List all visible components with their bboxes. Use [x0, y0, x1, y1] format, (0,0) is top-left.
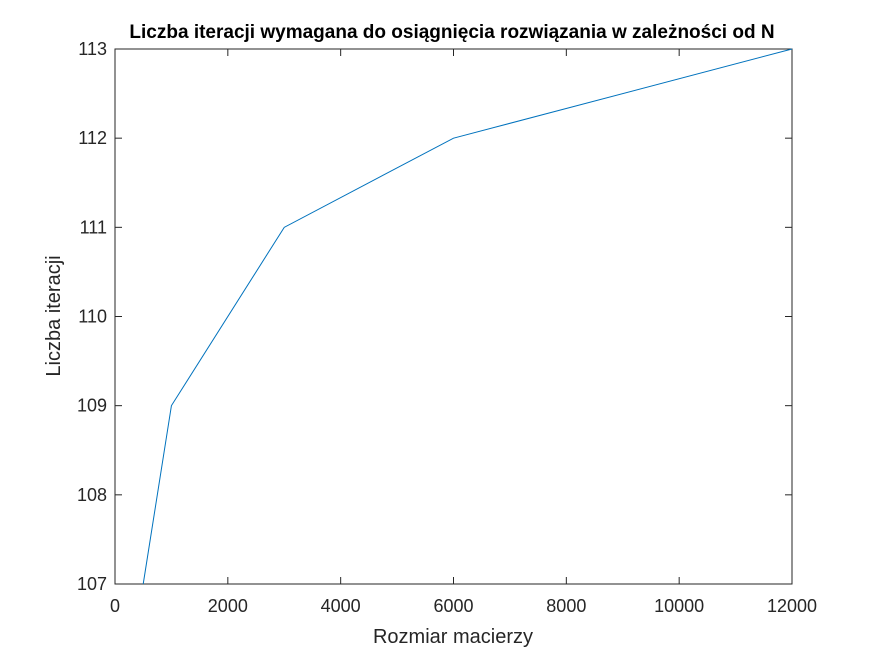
x-tick-label: 2000 — [208, 596, 248, 616]
y-tick-label: 109 — [77, 396, 107, 416]
y-tick-label: 107 — [77, 574, 107, 594]
y-axis: 107 108 109 110 111 112 113 — [77, 39, 792, 594]
y-axis-label: Liczba iteracji — [43, 255, 65, 376]
y-tick-label: 110 — [78, 307, 107, 327]
x-tick-label: 10000 — [654, 596, 704, 616]
x-tick-label: 8000 — [546, 596, 586, 616]
chart-title: Liczba iteracji wymagana do osiągnięcia … — [129, 22, 774, 43]
x-tick-label: 6000 — [433, 596, 473, 616]
series-line — [142, 48, 793, 585]
x-tick-label: 0 — [110, 596, 120, 616]
y-tick-label: 108 — [77, 485, 107, 505]
y-tick-label: 111 — [80, 217, 107, 237]
x-tick-label: 12000 — [767, 596, 817, 616]
x-axis-label: Rozmiar macierzy — [373, 626, 533, 648]
series-layer — [142, 48, 793, 585]
plot-area — [114, 48, 793, 585]
y-tick-label: 113 — [78, 39, 107, 59]
x-tick-label: 4000 — [321, 596, 361, 616]
x-axis: 0 2000 4000 6000 8000 10000 12000 — [110, 49, 817, 616]
y-tick-label: 112 — [78, 128, 107, 148]
